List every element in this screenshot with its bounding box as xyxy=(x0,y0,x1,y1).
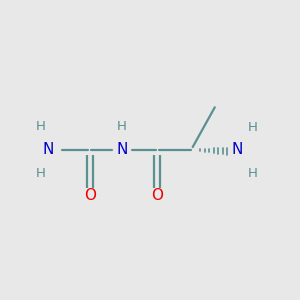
Text: N: N xyxy=(43,142,54,158)
Text: O: O xyxy=(152,188,164,203)
Text: O: O xyxy=(84,188,96,203)
Text: N: N xyxy=(116,142,128,158)
Text: H: H xyxy=(248,167,258,180)
Text: H: H xyxy=(36,167,46,180)
Text: N: N xyxy=(231,142,242,158)
Text: H: H xyxy=(117,120,127,133)
Text: H: H xyxy=(248,122,258,134)
Text: H: H xyxy=(36,120,46,133)
